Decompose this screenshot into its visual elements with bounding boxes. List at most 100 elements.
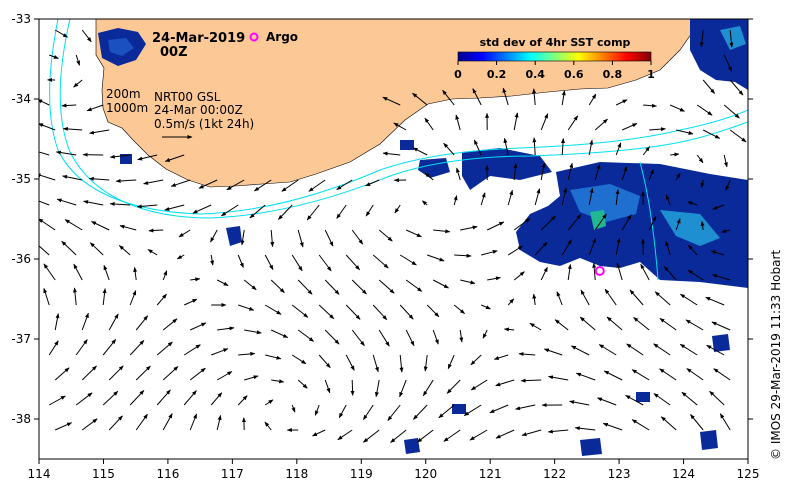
current-vector — [679, 343, 698, 356]
x-tick-label: 124 — [672, 467, 695, 481]
current-vector — [495, 429, 515, 439]
current-vector — [615, 142, 622, 156]
current-vector — [493, 354, 509, 360]
current-vector — [665, 194, 671, 206]
current-vector — [178, 229, 191, 238]
current-vector — [570, 345, 590, 356]
current-vector — [103, 264, 110, 281]
current-vector — [615, 99, 628, 106]
current-vector — [426, 304, 440, 318]
current-vector — [446, 379, 461, 394]
x-tick-label: 117 — [221, 467, 244, 481]
bathymetry-contours — [49, 19, 748, 281]
current-vector — [561, 187, 568, 206]
y-tick-label: -36 — [11, 252, 31, 266]
current-vector — [470, 379, 488, 391]
current-vector — [513, 112, 519, 131]
current-vector — [210, 392, 223, 406]
current-vector — [455, 114, 461, 131]
current-vector — [73, 79, 83, 88]
current-vector — [210, 229, 218, 243]
current-vector — [588, 93, 597, 106]
colorbar-tick-label: 0.2 — [487, 68, 507, 81]
current-vector — [156, 389, 171, 406]
current-vector — [473, 139, 482, 156]
current-vector — [278, 204, 293, 220]
current-vector — [318, 254, 332, 272]
current-vector — [540, 266, 548, 281]
current-vector — [54, 367, 70, 381]
current-vector — [119, 224, 137, 231]
current-vector — [626, 343, 644, 356]
current-vector — [189, 322, 207, 331]
y-tick-label: -37 — [11, 332, 31, 346]
current-vector — [580, 289, 590, 306]
current-vector — [297, 379, 308, 389]
current-vector — [133, 266, 138, 281]
contour-200-label: 200m — [106, 87, 141, 101]
current-vector — [55, 150, 77, 156]
current-vector — [216, 414, 222, 431]
current-vector — [86, 104, 104, 112]
vector-scale-label: 0.5m/s (1kt 24h) — [154, 117, 254, 131]
y-tick-label: -35 — [11, 172, 31, 186]
current-vector — [487, 276, 501, 281]
current-vector — [424, 172, 434, 181]
current-vector — [308, 179, 326, 192]
current-vector — [615, 189, 620, 206]
current-vector — [336, 204, 347, 219]
contour-1000m — [59, 19, 748, 219]
current-vector — [89, 129, 110, 135]
current-vector — [640, 263, 650, 281]
current-vector — [675, 172, 681, 181]
colorbar-title: std dev of 4hr SST comp — [480, 36, 631, 49]
current-vector — [243, 279, 257, 291]
argo-legend-marker — [249, 32, 259, 42]
current-vector — [170, 179, 191, 187]
current-vector — [574, 426, 596, 431]
current-vector — [443, 429, 461, 442]
current-vector — [135, 315, 149, 331]
current-vector — [264, 254, 274, 271]
current-vector — [681, 391, 698, 406]
current-vector — [653, 393, 671, 406]
current-vector — [592, 262, 597, 281]
current-vector — [162, 366, 179, 381]
current-vector — [729, 79, 744, 96]
current-vector — [337, 429, 353, 441]
current-vector — [649, 127, 666, 132]
current-vector — [518, 352, 536, 357]
current-vector — [378, 229, 393, 242]
x-tick-label: 114 — [28, 467, 51, 481]
map-date: 24-Mar-2019 — [152, 31, 245, 46]
current-vector — [710, 250, 725, 256]
current-vector — [433, 229, 451, 234]
current-vector — [48, 340, 59, 356]
current-vector — [318, 304, 335, 320]
current-vector — [192, 204, 212, 214]
current-vector — [297, 279, 313, 295]
current-vector — [470, 354, 482, 366]
current-vector — [72, 287, 77, 306]
current-vector — [102, 390, 119, 406]
sst-stddev-patches — [98, 19, 748, 456]
current-vector — [472, 88, 482, 106]
current-vector — [597, 397, 617, 406]
current-vector — [502, 87, 509, 106]
current-vector — [459, 329, 464, 343]
current-vector — [324, 329, 340, 345]
current-vector — [643, 103, 657, 108]
current-vector — [540, 113, 549, 131]
current-vector — [39, 200, 50, 206]
current-vector — [422, 200, 428, 206]
current-vector — [699, 29, 704, 48]
current-vector — [226, 179, 245, 191]
current-vector — [594, 118, 608, 131]
current-vector — [604, 288, 617, 306]
current-vector — [216, 371, 233, 381]
current-vector — [109, 201, 131, 206]
current-vector — [675, 218, 681, 231]
current-vector — [405, 279, 423, 292]
current-vector — [629, 289, 644, 306]
current-vector — [700, 220, 705, 231]
